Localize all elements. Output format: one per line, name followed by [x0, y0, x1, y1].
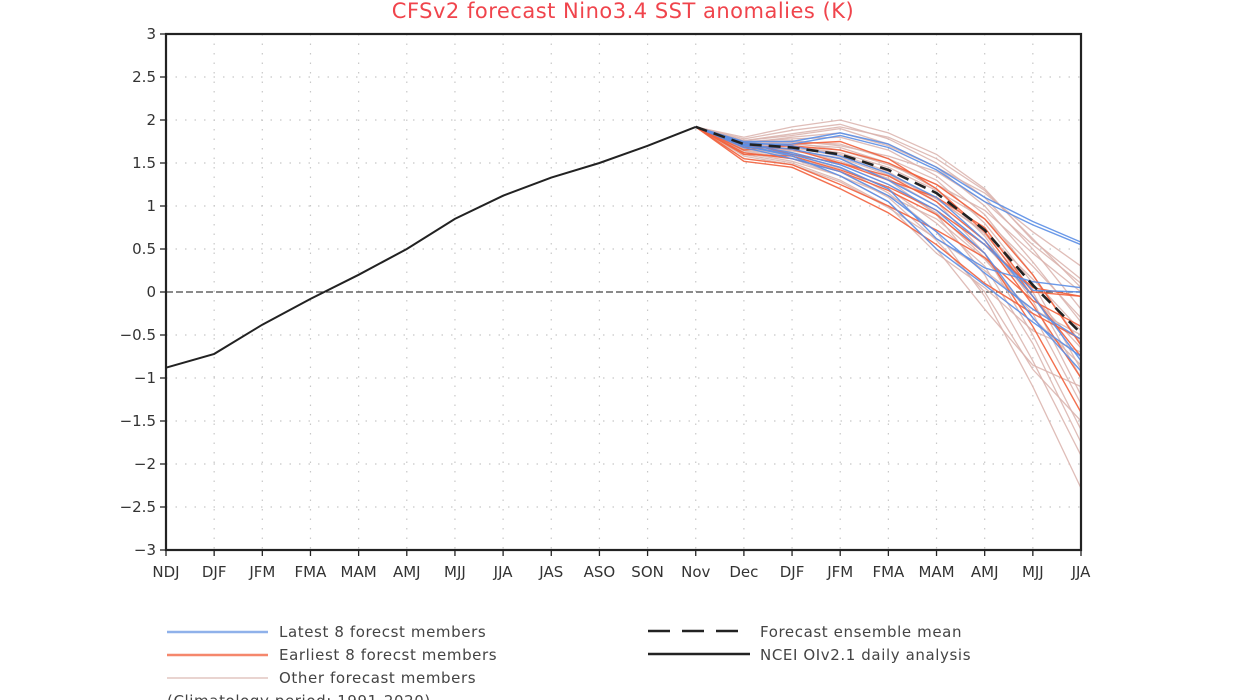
- legend-label-latest: Latest 8 forecst members: [279, 623, 486, 641]
- y-tick-label: 1: [146, 197, 156, 215]
- x-tick-label: FMA: [872, 563, 905, 581]
- ensemble-mean-line: [695, 125, 1082, 335]
- x-tick-label: AMJ: [393, 563, 421, 581]
- plot-frame: [164, 32, 1083, 552]
- x-tick-label: MAM: [918, 563, 954, 581]
- x-tick-label: Dec: [729, 563, 758, 581]
- x-tick-label: Nov: [681, 563, 710, 581]
- legend: Latest 8 forecst members Earliest 8 fore…: [167, 623, 971, 700]
- y-tick-label: 0.5: [132, 240, 156, 258]
- latest-members-group: [695, 126, 1082, 372]
- analysis-group: [165, 125, 697, 369]
- legend-label-other: Other forecast members: [279, 669, 476, 687]
- latest-member-line: [695, 126, 1082, 358]
- x-axis: NDJ DJF JFM FMA MAM AMJ MJJ JJA JAS ASO SON Nov Dec D…: [152, 550, 1091, 581]
- grid: [166, 34, 1081, 550]
- x-tick-label: FMA: [295, 563, 328, 581]
- x-tick-label: JJA: [493, 563, 514, 581]
- y-tick-label: 2: [146, 111, 156, 129]
- x-tick-label: JJA: [1071, 563, 1092, 581]
- x-tick-label: MAM: [341, 563, 377, 581]
- x-tick-label: MJJ: [1022, 563, 1044, 581]
- chart-title: CFSv2 forecast Nino3.4 SST anomalies (K): [392, 0, 854, 23]
- legend-label-earliest: Earliest 8 forecst members: [279, 646, 497, 664]
- y-tick-label: 0: [146, 283, 156, 301]
- latest-member-line: [695, 126, 1082, 362]
- other-member-line: [695, 126, 1082, 289]
- analysis-line: [165, 125, 697, 369]
- y-axis: −3 −2.5 −2 −1.5 −1 −0.5 0 0.5 1 1.5 2 2.5 3: [120, 25, 166, 559]
- y-tick-label: −0.5: [120, 326, 156, 344]
- y-tick-label: −1: [134, 369, 156, 387]
- y-tick-label: −1.5: [120, 412, 156, 430]
- earliest-member-line: [695, 126, 1082, 413]
- other-member-line: [695, 123, 1082, 310]
- latest-member-line: [695, 126, 1082, 243]
- x-tick-label: SON: [631, 563, 664, 581]
- legend-label-mean: Forecast ensemble mean: [760, 623, 962, 641]
- plot-border: [164, 32, 1083, 552]
- x-tick-label: DJF: [202, 563, 227, 581]
- x-tick-label: DJF: [780, 563, 805, 581]
- earliest-member-line: [695, 126, 1082, 340]
- x-tick-label: JFM: [248, 563, 275, 581]
- x-tick-label: AMJ: [971, 563, 999, 581]
- x-tick-label: JFM: [826, 563, 853, 581]
- y-tick-label: −2.5: [120, 498, 156, 516]
- y-tick-label: 1.5: [132, 154, 156, 172]
- other-member-line: [695, 126, 1082, 422]
- x-tick-label: MJJ: [444, 563, 466, 581]
- ensemble-mean-group: [695, 125, 1082, 335]
- legend-footnote: (Climatology period: 1991-2020): [167, 692, 431, 700]
- legend-label-analysis: NCEI OIv2.1 daily analysis: [760, 646, 971, 664]
- y-tick-label: 3: [146, 25, 156, 43]
- y-tick-label: −3: [134, 541, 156, 559]
- x-tick-label: ASO: [584, 563, 616, 581]
- x-tick-label: JAS: [538, 563, 563, 581]
- earliest-member-line: [695, 126, 1082, 328]
- y-tick-label: −2: [134, 455, 156, 473]
- x-tick-label: NDJ: [152, 563, 179, 581]
- y-tick-label: 2.5: [132, 68, 156, 86]
